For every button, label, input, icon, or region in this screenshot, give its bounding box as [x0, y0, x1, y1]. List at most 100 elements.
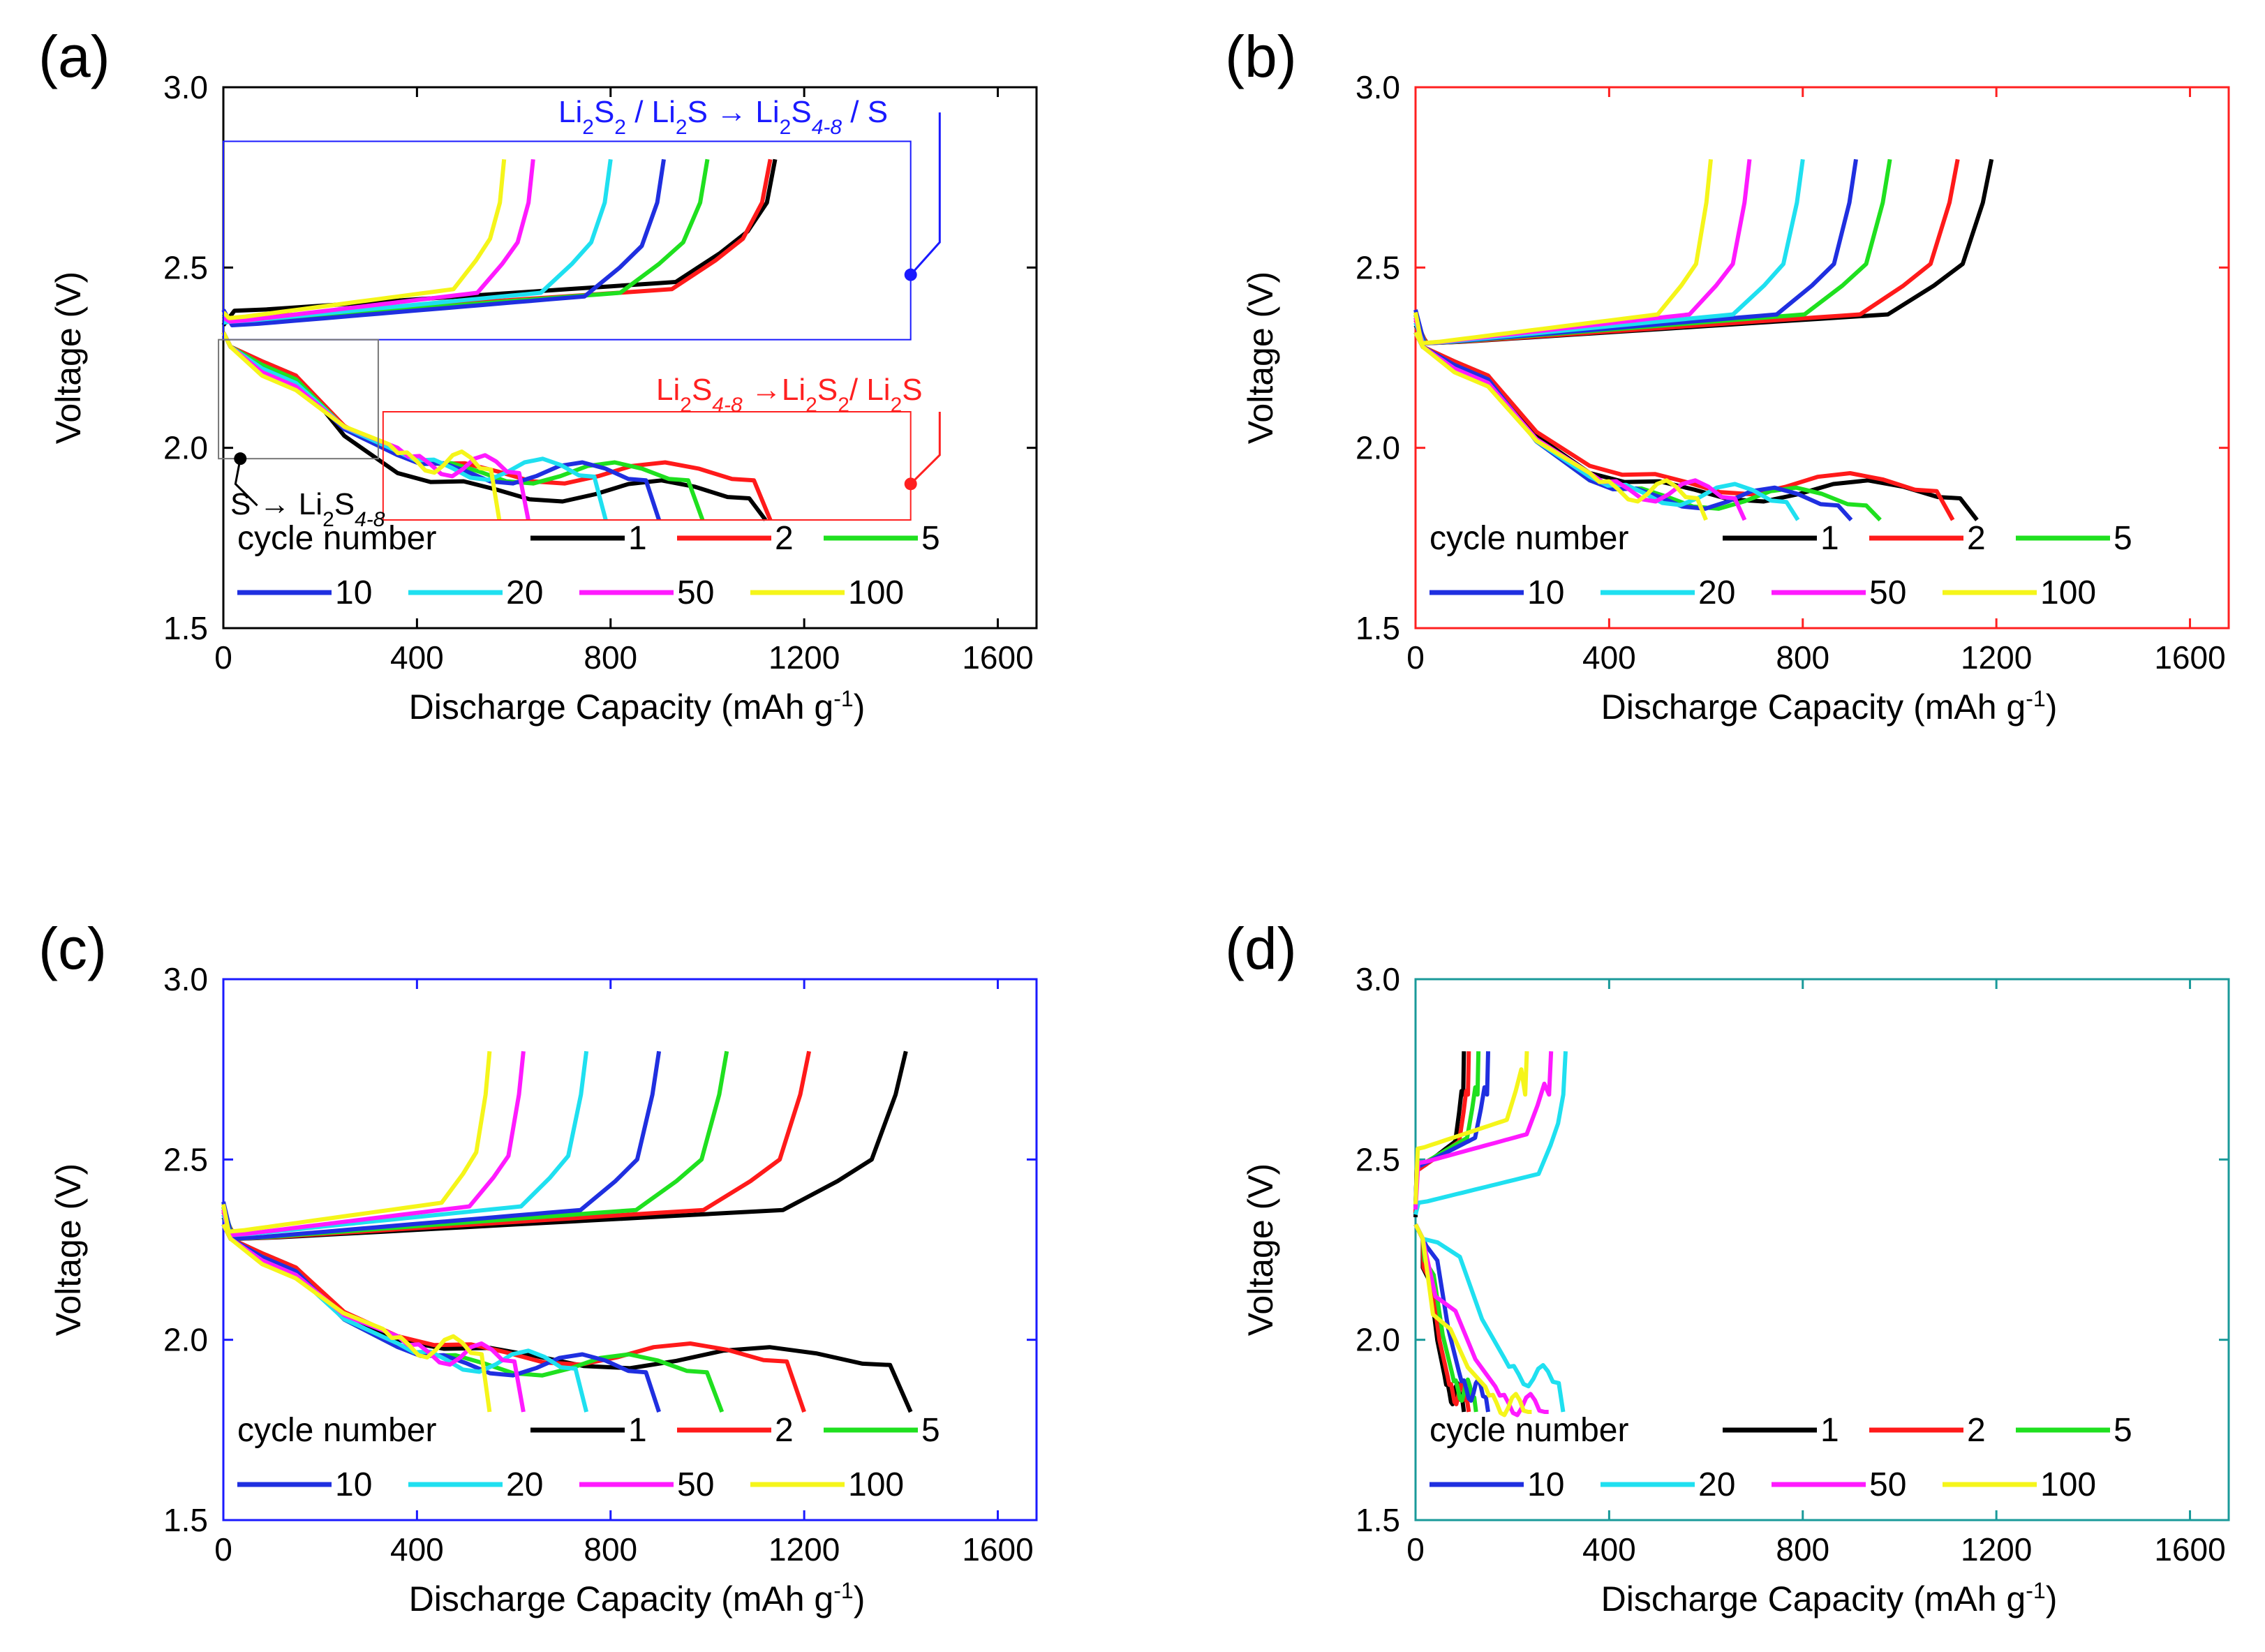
legend-label-1: 1: [628, 1412, 647, 1449]
legend-label-50: 50: [1869, 574, 1906, 611]
plot-frame: [1414, 978, 2230, 1521]
panel-label: (b): [1225, 24, 1297, 89]
y-tick-label: 2.0: [1356, 430, 1400, 466]
legend-label-20: 20: [506, 1466, 543, 1503]
x-tick-label: 0: [214, 1531, 232, 1568]
charge-annotation: Li2S2 / Li2S → Li2S4-8 / S: [558, 95, 888, 139]
x-tick-label: 400: [1582, 1531, 1636, 1568]
legend-label-1: 1: [628, 520, 647, 557]
panel-label: (a): [38, 24, 110, 89]
x-tick-label: 400: [1582, 639, 1636, 676]
charge-curve-cycle-10: [221, 158, 666, 327]
legend-label-1: 1: [1820, 1412, 1839, 1449]
discharge-region-box: [382, 411, 912, 521]
y-tick-label: 1.5: [1356, 610, 1400, 646]
chart-panel-d: (d) 1.5 2.0 2.5 3.0 0 400 800 1200 1600 Discharge …: [1225, 916, 2230, 1618]
x-tick-label: 800: [1776, 639, 1829, 676]
legend-label-2: 2: [1967, 1412, 1986, 1449]
charge-curve-cycle-20: [1413, 1051, 1568, 1216]
charge-curve-cycle-50: [221, 1050, 526, 1237]
discharge-curve-cycle-100: [1413, 1223, 1532, 1417]
plot-frame: [222, 978, 1038, 1521]
chart-panel-a: (a) 1.5 2.0 2.5 3.0 0 400 800 1200 1600 Discharge …: [38, 24, 1038, 727]
y-tick-label: 2.5: [1356, 1141, 1400, 1177]
legend-label-100: 100: [848, 1466, 904, 1503]
legend-label-2: 2: [775, 520, 794, 557]
legend-label-100: 100: [2040, 574, 2096, 611]
charge-curve-cycle-10: [221, 1050, 662, 1241]
legend-label-1: 1: [1820, 520, 1839, 557]
discharge-leader-line: [909, 412, 941, 485]
charge-curve-cycle-50: [1413, 1051, 1554, 1210]
legend-label-5: 5: [921, 520, 940, 557]
legend-title: cycle number: [1429, 1412, 1628, 1449]
x-tick-label: 800: [1776, 1531, 1829, 1568]
y-tick-label: 2.0: [163, 430, 208, 466]
x-tick-label: 0: [214, 639, 232, 676]
legend-label-20: 20: [1698, 574, 1735, 611]
legend-label-50: 50: [677, 1466, 714, 1503]
charge-curve-cycle-2: [1413, 1051, 1471, 1212]
plot-frame: [222, 86, 1038, 630]
x-tick-label: 800: [584, 1531, 637, 1568]
y-tick-label: 3.0: [1356, 961, 1400, 997]
y-tick-label: 3.0: [163, 69, 208, 105]
chart-panel-c: (c) 1.5 2.0 2.5 3.0 0 400 800 1200 1600 Discharge …: [38, 916, 1038, 1618]
x-tick-label: 400: [390, 1531, 444, 1568]
chart-panel-b: (b) 1.5 2.0 2.5 3.0 0 400 800 1200 1600 Discharge …: [1225, 24, 2230, 727]
x-tick-label: 1600: [2154, 639, 2225, 676]
x-axis-title: Discharge Capacity (mAh g-1): [1601, 686, 2058, 727]
legend-title: cycle number: [1429, 520, 1628, 557]
initial-region-box: [218, 338, 379, 460]
legend-label-20: 20: [506, 574, 543, 611]
discharge-curve-cycle-50: [221, 1223, 526, 1413]
legend-label-100: 100: [2040, 1466, 2096, 1503]
charge-curve-cycle-100: [221, 1051, 492, 1234]
legend-label-5: 5: [921, 1412, 940, 1449]
legend-label-10: 10: [335, 1466, 372, 1503]
x-tick-label: 1200: [768, 1531, 840, 1568]
y-tick-label: 2.5: [163, 1141, 208, 1177]
x-tick-label: 0: [1406, 639, 1425, 676]
discharge-curve-cycle-20: [221, 1223, 589, 1413]
legend-label-10: 10: [1527, 1466, 1564, 1503]
y-tick-label: 1.5: [1356, 1502, 1400, 1538]
discharge-curve-cycle-100: [1413, 331, 1708, 521]
legend-label-10: 10: [1527, 574, 1564, 611]
y-axis-title: Voltage (V): [1241, 271, 1280, 444]
x-tick-label: 1600: [2154, 1531, 2225, 1568]
legend-label-50: 50: [677, 574, 714, 611]
charge-curve-cycle-100: [221, 159, 507, 320]
x-tick-label: 1600: [962, 1531, 1033, 1568]
legend-label-2: 2: [775, 1412, 794, 1449]
legend-label-5: 5: [2114, 1412, 2132, 1449]
x-tick-label: 800: [584, 639, 637, 676]
x-tick-label: 1200: [768, 639, 840, 676]
x-tick-label: 1600: [962, 639, 1033, 676]
legend-label-50: 50: [1869, 1466, 1906, 1503]
discharge-curve-cycle-2: [221, 331, 773, 521]
x-tick-label: 400: [390, 639, 444, 676]
x-axis-title: Discharge Capacity (mAh g-1): [409, 686, 866, 727]
discharge-curve-cycle-100: [221, 331, 502, 521]
discharge-curve-cycle-2: [1413, 331, 1955, 521]
y-tick-label: 2.5: [163, 249, 208, 285]
legend-label-2: 2: [1967, 520, 1986, 557]
legend-label-100: 100: [848, 574, 904, 611]
discharge-curve-cycle-10: [221, 1223, 661, 1413]
y-axis-title: Voltage (V): [1241, 1163, 1280, 1336]
legend-label-10: 10: [335, 574, 372, 611]
discharge-curve-cycle-20: [1413, 1223, 1566, 1413]
y-tick-label: 2.0: [1356, 1322, 1400, 1358]
y-tick-label: 1.5: [163, 1502, 208, 1538]
discharge-curve-cycle-2: [221, 1223, 806, 1413]
initial-leader-line: [234, 458, 258, 507]
charge-curve-cycle-50: [222, 158, 535, 324]
charge-curve-cycle-100: [1413, 1051, 1529, 1205]
discharge-curve-cycle-1: [221, 1223, 913, 1413]
charge-curve-cycle-100: [1413, 158, 1713, 345]
discharge-curve-cycle-10: [1413, 1223, 1490, 1413]
discharge-curve-cycle-10: [1413, 331, 1853, 522]
legend-title: cycle number: [237, 520, 436, 557]
